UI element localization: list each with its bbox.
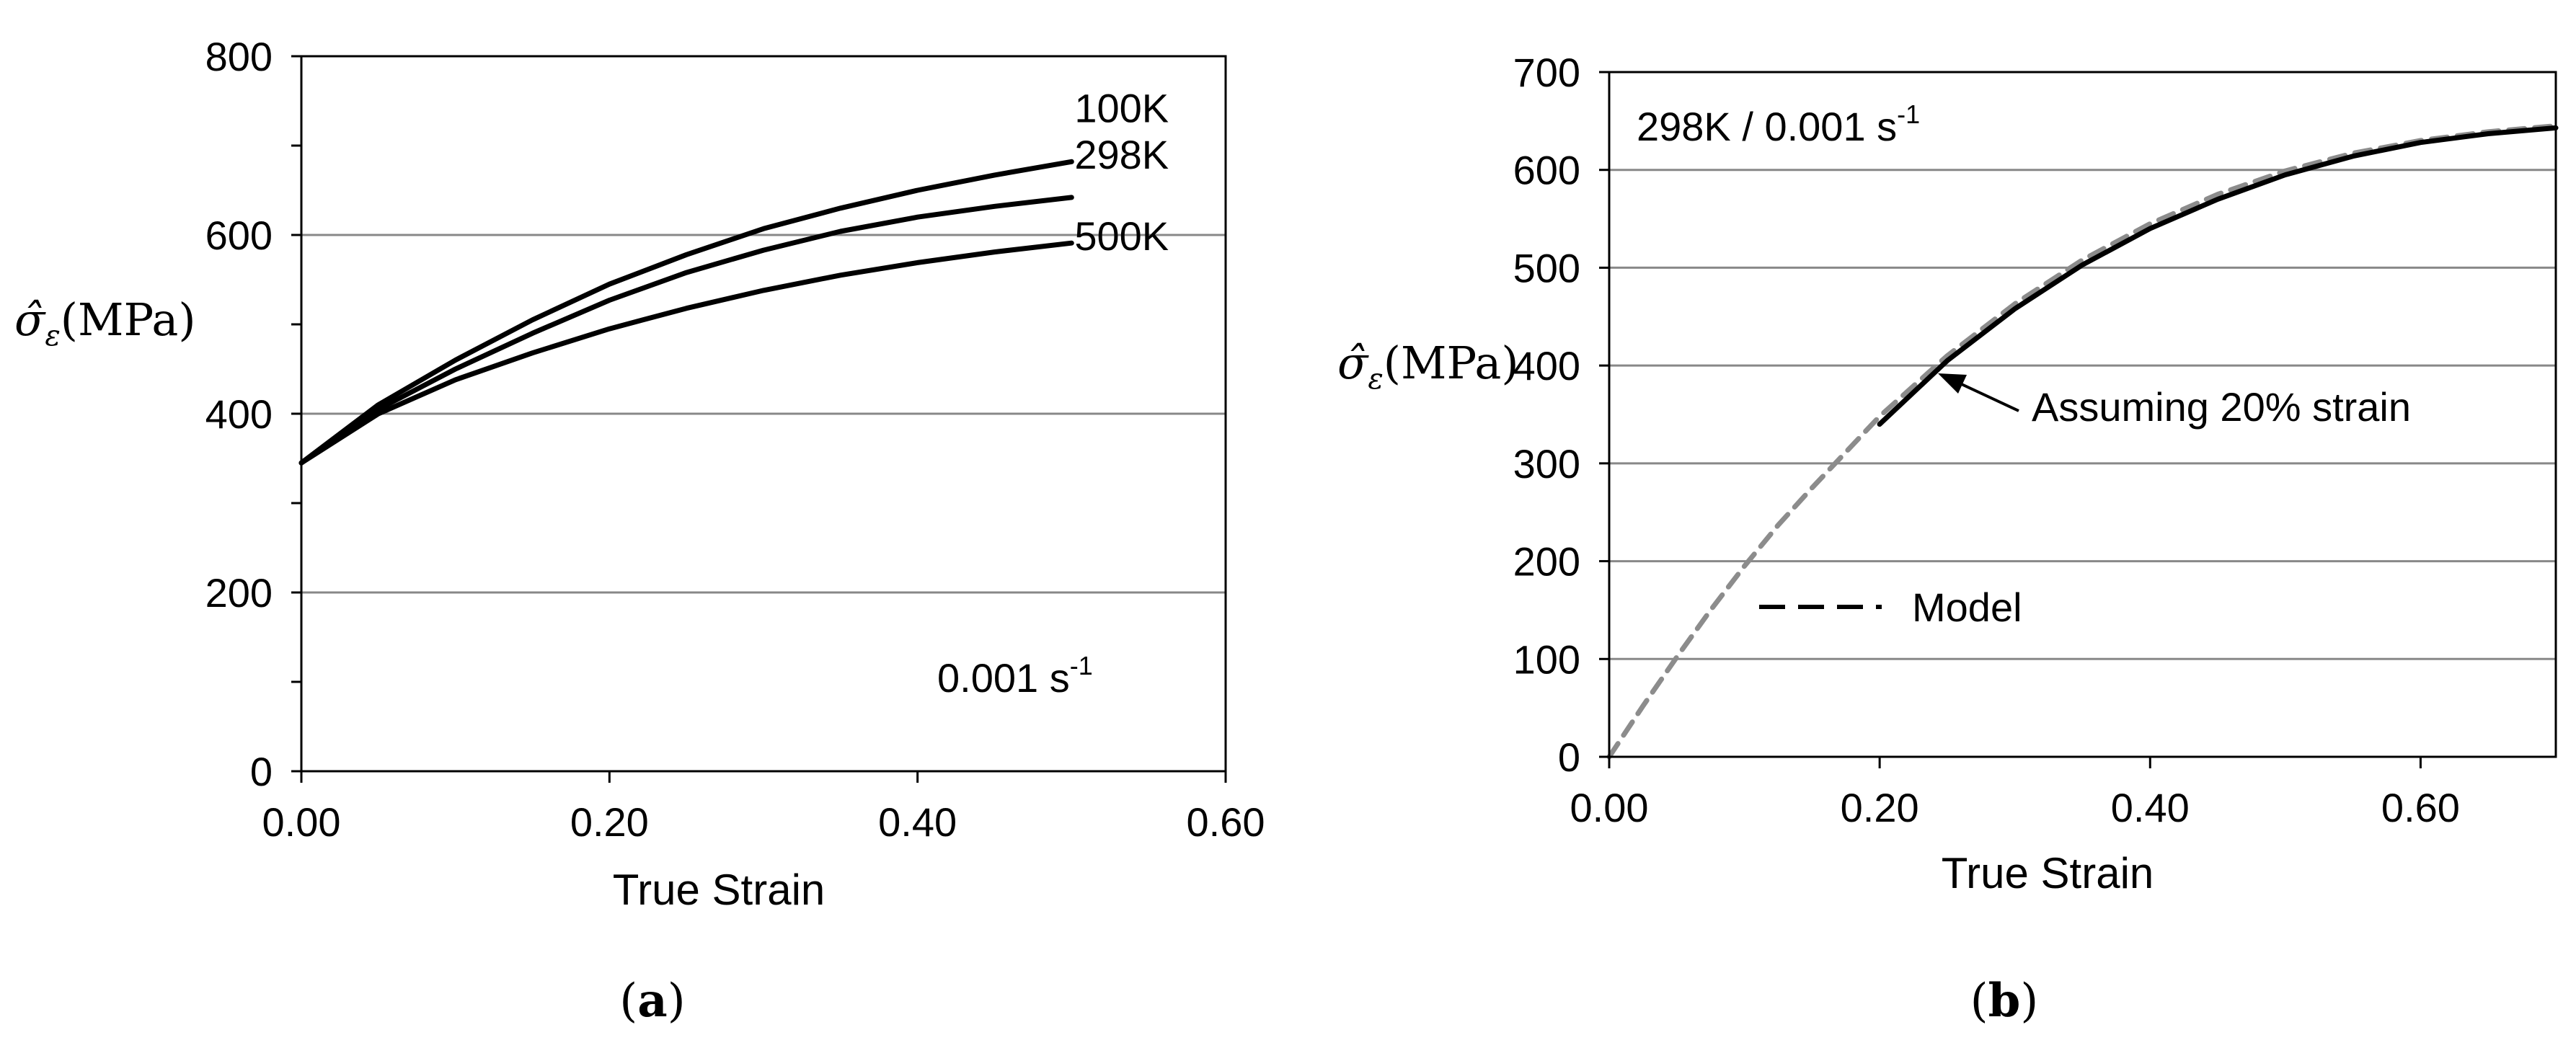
y-tick-label: 700	[1513, 50, 1580, 95]
y-tick-label: 100	[1513, 636, 1580, 682]
x-tick-label: 0.20	[570, 799, 649, 845]
y-tick-label: 500	[1513, 245, 1580, 290]
panel-b-chart: 0 100 200 300 400 500 600 700 0.00 0.20 0.40 0.60 T…	[1337, 50, 2559, 1028]
panel-b-legend-label: Model	[1912, 585, 2022, 630]
y-tick-label: 200	[205, 570, 273, 616]
x-tick-label: 0.00	[1570, 785, 1649, 830]
y-tick-label: 800	[205, 34, 273, 79]
series-label: 500K	[1074, 213, 1169, 259]
panel-b-condition-annotation: 298K / 0.001 s-1	[1637, 99, 1920, 149]
panel-b-ticks: 0 100 200 300 400 500 600 700 0.00 0.20 0.40 0.60	[1513, 50, 2460, 830]
panel-a-ticks: 0 200 400 600 800 0.00 0.20 0.40 0.60	[205, 34, 1265, 845]
series-label: 298K	[1074, 132, 1169, 177]
panel-a-y-axis-symbol: σ̂	[14, 293, 46, 346]
panel-a-rate-sup: -1	[1070, 651, 1093, 680]
y-tick-label: 200	[1513, 539, 1580, 585]
panel-b-series	[1606, 123, 2559, 760]
panel-a-y-axis-unit: (MPa)	[61, 293, 196, 346]
y-tick-label: 0	[250, 749, 273, 794]
series-line-model	[1606, 123, 2559, 760]
panel-b-arrow-text: Assuming 20% strain	[2032, 384, 2411, 430]
panel-a-y-axis-title: σ̂ε(MPa)	[14, 293, 196, 352]
panel-b-y-axis-symbol: σ̂	[1337, 337, 1369, 389]
x-tick-label: 0.00	[262, 799, 341, 845]
series-line-500k	[298, 240, 1074, 466]
panel-b-arrow-annotation: Assuming 20% strain	[1938, 373, 2411, 430]
panel-b-plot-frame	[1608, 71, 2557, 758]
panel-b-label: (b)	[1970, 974, 2039, 1028]
panel-a-x-axis-title: True Strain	[613, 866, 826, 914]
panel-b-legend: Model	[1759, 585, 2022, 630]
panel-b-y-axis-title: σ̂ε(MPa)	[1337, 337, 1519, 396]
series-line-298k	[298, 195, 1074, 466]
panel-b-y-axis-unit: (MPa)	[1384, 337, 1519, 389]
y-tick-label: 400	[1513, 343, 1580, 388]
panel-b-y-axis-subscript: ε	[1368, 363, 1383, 396]
panel-b-x-axis-title: True Strain	[1942, 849, 2154, 897]
panel-b-arrow-head	[1938, 373, 1967, 394]
panel-b-gridlines	[1609, 169, 2556, 660]
x-tick-label: 0.20	[1841, 785, 1919, 830]
y-tick-label: 400	[205, 391, 273, 437]
series-label: 100K	[1074, 85, 1169, 130]
panel-a-rate-annotation: 0.001 s-1	[937, 651, 1093, 701]
panel-a-gridlines	[301, 234, 1226, 594]
panel-b-condition-sup: -1	[1897, 99, 1920, 129]
panel-a-y-axis-subscript: ε	[45, 319, 60, 352]
panel-b-condition-main: 298K / 0.001 s	[1637, 104, 1897, 149]
x-tick-label: 0.60	[2381, 785, 2460, 830]
panel-b-arrow-line	[1953, 379, 2019, 412]
y-tick-label: 0	[1558, 734, 1580, 780]
panel-a-rate-main: 0.001 s	[937, 655, 1070, 701]
panel-a-label: (a)	[619, 974, 685, 1028]
panel-a-series	[298, 159, 1074, 466]
y-tick-label: 600	[205, 213, 273, 258]
x-tick-label: 0.40	[878, 799, 957, 845]
y-tick-label: 300	[1513, 441, 1580, 487]
y-tick-label: 600	[1513, 148, 1580, 193]
x-tick-label: 0.60	[1187, 799, 1265, 845]
series-line-experiment	[1877, 125, 2559, 427]
x-tick-label: 0.40	[2111, 785, 2190, 830]
series-line-100k	[298, 159, 1074, 466]
